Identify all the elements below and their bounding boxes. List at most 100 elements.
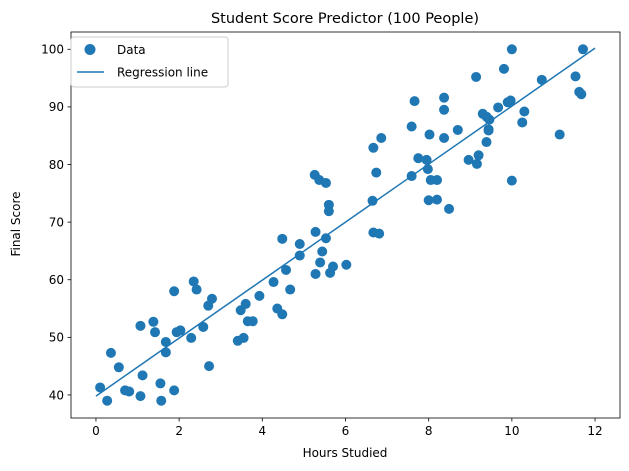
y-axis-label: Final Score — [9, 191, 23, 256]
data-point-89 — [505, 95, 516, 106]
data-point-29 — [240, 298, 251, 309]
data-point-70 — [432, 194, 442, 205]
y-tick-label-40: 40 — [49, 388, 64, 402]
data-point-38 — [285, 284, 296, 295]
y-tick-label-90: 90 — [49, 100, 64, 114]
data-point-16 — [169, 385, 180, 396]
x-tick-label-4: 4 — [258, 424, 266, 438]
data-point-1 — [102, 395, 113, 406]
data-point-86 — [493, 102, 504, 113]
data-point-87 — [498, 63, 509, 74]
x-tick-label-10: 10 — [504, 424, 519, 438]
data-point-5 — [124, 386, 135, 397]
data-point-96 — [570, 71, 581, 82]
data-point-75 — [452, 124, 463, 135]
regression-line — [95, 47, 596, 397]
data-point-10 — [150, 327, 161, 338]
data-point-63 — [413, 153, 424, 164]
data-point-6 — [135, 320, 146, 331]
legend: Data Regression line — [70, 36, 229, 88]
x-tick-label-12: 12 — [587, 424, 602, 438]
data-point-74 — [444, 203, 455, 214]
data-point-0 — [95, 382, 106, 393]
data-point-25 — [206, 293, 217, 304]
data-point-20 — [188, 276, 199, 287]
data-point-35 — [277, 309, 288, 320]
data-point-7 — [135, 391, 146, 402]
data-point-73 — [439, 133, 450, 144]
y-tick-label-50: 50 — [49, 331, 64, 345]
data-point-92 — [517, 117, 528, 128]
axes-frame — [70, 31, 621, 419]
x-tick-label-0: 0 — [92, 424, 100, 438]
data-point-15 — [169, 286, 180, 297]
data-point-33 — [268, 277, 279, 288]
data-point-14 — [160, 336, 171, 347]
x-tick-label-6: 6 — [342, 424, 350, 438]
data-point-2 — [105, 347, 116, 358]
data-point-58 — [374, 228, 385, 239]
data-point-42 — [310, 226, 321, 237]
data-point-98 — [576, 89, 587, 100]
data-point-66 — [423, 195, 434, 206]
data-point-79 — [473, 150, 484, 161]
data-point-82 — [481, 137, 492, 148]
data-point-3 — [113, 362, 124, 373]
data-point-91 — [506, 175, 517, 186]
data-point-12 — [156, 395, 167, 406]
data-point-78 — [471, 158, 482, 169]
data-point-36 — [277, 233, 288, 244]
data-point-48 — [320, 177, 331, 188]
data-point-21 — [191, 284, 202, 295]
data-point-64 — [421, 154, 432, 165]
data-point-71 — [439, 92, 450, 103]
data-point-62 — [409, 96, 420, 107]
data-point-94 — [536, 74, 547, 85]
x-tick-label-2: 2 — [175, 424, 183, 438]
data-point-67 — [424, 129, 435, 140]
y-tick-label-80: 80 — [49, 158, 64, 172]
data-point-37 — [281, 264, 292, 275]
data-point-93 — [519, 106, 530, 117]
data-point-77 — [471, 71, 482, 82]
data-point-39 — [294, 239, 305, 250]
x-tick-label-8: 8 — [425, 424, 433, 438]
data-point-28 — [238, 332, 249, 343]
chart-title: Student Score Predictor (100 People) — [211, 11, 479, 27]
data-point-18 — [175, 325, 186, 336]
data-point-47 — [320, 233, 331, 244]
data-point-69 — [432, 175, 442, 186]
axes: 0 2 4 6 8 10 12 40 50 60 70 80 90 100 — [41, 31, 621, 438]
data-point-84 — [483, 125, 494, 136]
data-point-60 — [406, 121, 417, 132]
legend-label-data: Data — [117, 43, 146, 57]
data-point-59 — [376, 133, 387, 144]
data-point-90 — [506, 44, 517, 55]
data-point-72 — [439, 104, 450, 115]
data-point-52 — [328, 261, 339, 272]
legend-label-regression-line: Regression line — [117, 66, 208, 80]
data-point-8 — [137, 370, 148, 381]
data-point-19 — [186, 332, 197, 343]
data-point-50 — [323, 206, 334, 217]
y-tick-label-60: 60 — [49, 273, 64, 287]
data-point-45 — [315, 257, 326, 268]
data-point-57 — [371, 167, 382, 178]
y-tick-label-100: 100 — [41, 43, 64, 57]
data-point-22 — [198, 321, 209, 332]
data-point-54 — [367, 195, 378, 206]
data-point-46 — [317, 246, 328, 257]
data-point-65 — [422, 164, 433, 175]
legend-marker-data — [84, 44, 96, 55]
data-point-31 — [247, 316, 258, 327]
data-point-24 — [204, 361, 215, 372]
data-point-9 — [148, 316, 159, 327]
data-point-11 — [155, 378, 166, 389]
data-point-76 — [463, 154, 474, 165]
y-tick-label-70: 70 — [49, 215, 64, 229]
data-point-32 — [254, 290, 265, 301]
data-point-43 — [310, 268, 321, 279]
data-point-95 — [554, 129, 565, 140]
data-point-99 — [577, 44, 588, 55]
